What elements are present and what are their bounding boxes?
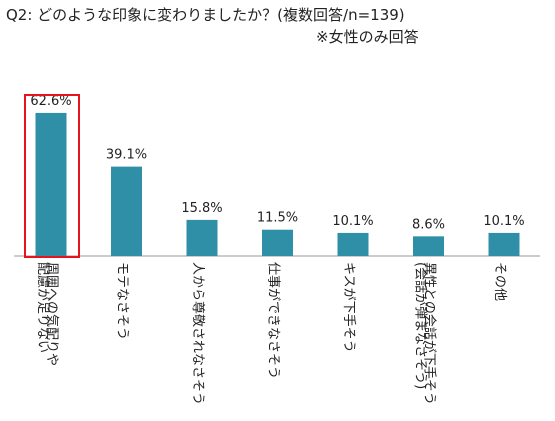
bar-1 [111, 166, 142, 256]
bar-2 [186, 219, 218, 256]
data-label-2: 15.8% [181, 201, 222, 216]
data-label-3: 11.5% [257, 211, 298, 226]
category-label-3: 仕事ができなさそう [266, 262, 281, 379]
bar-0 [35, 112, 67, 257]
category-label-4: キスが下手そう [341, 262, 356, 353]
chart-title: Q2: どのような印象に変わりましたか？(複数回答/n=139) [6, 6, 405, 24]
bar-4 [337, 232, 369, 256]
data-label-1: 39.1% [106, 148, 147, 163]
bar-5 [413, 236, 444, 256]
category-label-5-line-0: 異性との会話が下手そう [422, 262, 438, 405]
data-label-0: 62.6% [30, 94, 71, 109]
category-label-0-line-0: 周囲への気配りや [44, 262, 60, 366]
category-label-1: モテなさそう [115, 262, 130, 340]
chart-subtitle: ※女性のみ回答 [316, 28, 419, 46]
bar-3 [262, 229, 293, 256]
data-label-6: 10.1% [483, 214, 524, 229]
category-label-2: 人から尊敬されなさそう [190, 262, 206, 405]
highlight-box [24, 94, 80, 258]
data-label-4: 10.1% [332, 214, 373, 229]
bar-6 [488, 232, 520, 256]
category-label-0-line-1: 配慮が足りない [35, 262, 50, 353]
category-label-6: その他 [492, 262, 507, 301]
category-label-5-line-1: (会話が弾まなさそう) [413, 262, 429, 389]
data-label-5: 8.6% [412, 217, 445, 232]
